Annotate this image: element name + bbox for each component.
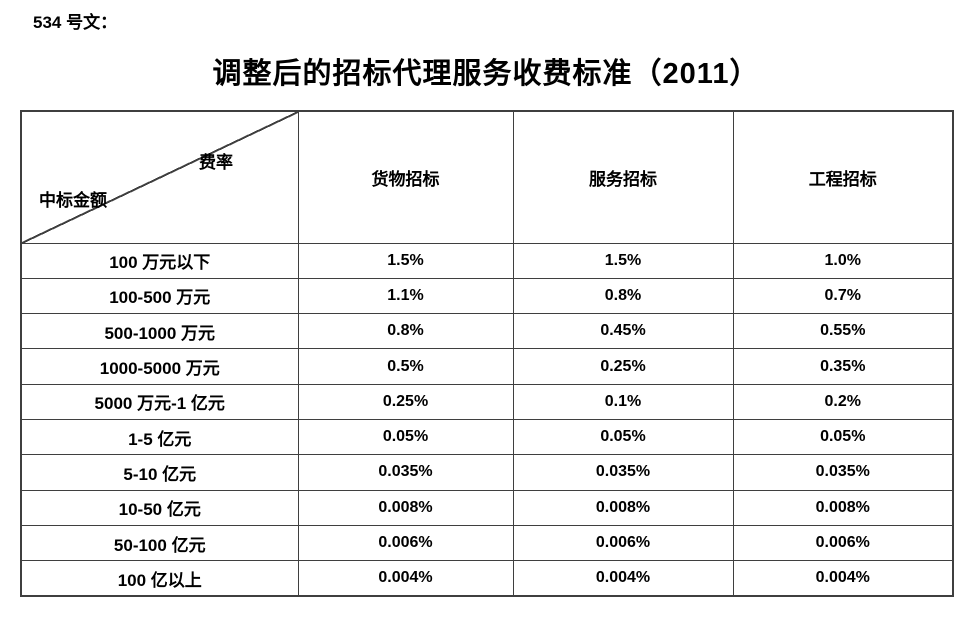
fee-cell: 1.5% (512, 242, 734, 279)
fee-cell: 0.45% (512, 313, 734, 350)
fee-cell: 0.05% (512, 418, 734, 456)
fee-cell: 0.008% (512, 489, 734, 526)
fee-cell: 0.2% (732, 383, 954, 420)
fee-cell: 0.8% (297, 313, 514, 350)
corner-label-rate: 费率 (199, 153, 233, 172)
row-label: 10-50 亿元 (20, 489, 299, 526)
row-label: 5000 万元-1 亿元 (20, 383, 299, 420)
table-row: 5000 万元-1 亿元 0.25% 0.1% 0.2% (20, 383, 954, 420)
fee-cell: 0.008% (732, 489, 954, 526)
fee-cell: 0.004% (297, 560, 514, 597)
table-row: 1000-5000 万元 0.5% 0.25% 0.35% (20, 348, 954, 385)
fee-cell: 0.5% (297, 348, 514, 385)
table-row: 50-100 亿元 0.006% 0.006% 0.006% (20, 524, 954, 562)
row-label: 1000-5000 万元 (20, 348, 299, 385)
table-header-row: 费率 中标金额 货物招标 服务招标 工程招标 (20, 110, 954, 244)
fee-cell: 0.25% (512, 348, 734, 385)
corner-label-amount: 中标金额 (39, 190, 107, 210)
column-header-services: 服务招标 (512, 110, 734, 244)
doc-number-label: 534 号文： (33, 13, 118, 32)
table-corner-cell: 费率 中标金额 (20, 110, 299, 244)
page-title: 调整后的招标代理服务收费标准（2011） (212, 58, 760, 90)
fee-cell: 0.008% (297, 489, 514, 526)
fee-cell: 0.035% (732, 454, 954, 491)
table-row: 1-5 亿元 0.05% 0.05% 0.05% (20, 418, 954, 456)
column-header-goods: 货物招标 (297, 110, 514, 244)
row-label: 50-100 亿元 (20, 524, 299, 562)
fee-cell: 0.006% (297, 524, 514, 562)
fee-cell: 0.004% (732, 560, 954, 597)
row-label: 1-5 亿元 (20, 418, 299, 456)
fee-cell: 0.006% (512, 524, 734, 562)
column-header-engineering: 工程招标 (732, 110, 954, 244)
fee-cell: 0.05% (732, 418, 954, 456)
fee-cell: 0.8% (512, 277, 734, 315)
table-row: 100-500 万元 1.1% 0.8% 0.7% (20, 277, 954, 315)
fee-cell: 0.05% (297, 418, 514, 456)
fee-cell: 0.035% (297, 454, 514, 491)
fee-cell: 0.55% (732, 313, 954, 350)
fee-cell: 1.0% (732, 242, 954, 279)
fee-cell: 1.1% (297, 277, 514, 315)
fee-cell: 0.25% (297, 383, 514, 420)
fee-cell: 1.5% (297, 242, 514, 279)
table-row: 10-50 亿元 0.008% 0.008% 0.008% (20, 489, 954, 526)
fee-cell: 0.35% (732, 348, 954, 385)
table-row: 100 亿以上 0.004% 0.004% 0.004% (20, 560, 954, 597)
fee-cell: 0.1% (512, 383, 734, 420)
table-row: 5-10 亿元 0.035% 0.035% 0.035% (20, 454, 954, 491)
table-row: 500-1000 万元 0.8% 0.45% 0.55% (20, 313, 954, 350)
row-label: 500-1000 万元 (20, 313, 299, 350)
row-label: 100-500 万元 (20, 277, 299, 315)
fee-cell: 0.006% (732, 524, 954, 562)
row-label: 100 万元以下 (20, 242, 299, 279)
row-label: 100 亿以上 (20, 560, 299, 597)
fee-cell: 0.004% (512, 560, 734, 597)
row-label: 5-10 亿元 (20, 454, 299, 491)
table-row: 100 万元以下 1.5% 1.5% 1.0% (20, 242, 954, 279)
fee-cell: 0.035% (512, 454, 734, 491)
fee-rate-table: 费率 中标金额 货物招标 服务招标 工程招标 100 万元以下 1.5% 1.5… (20, 110, 954, 597)
fee-cell: 0.7% (732, 277, 954, 315)
